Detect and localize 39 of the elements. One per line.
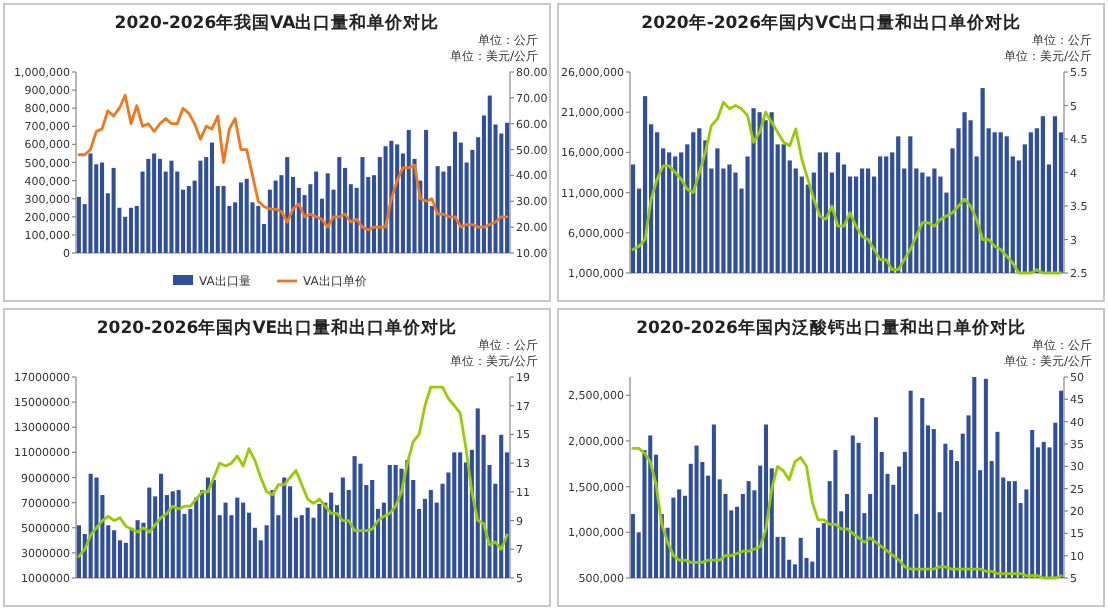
bar [273,180,278,253]
bar [169,160,174,253]
bar [406,129,411,253]
chart-title: 2020-2026年国内VE出口量和出口单价对比 [96,317,458,339]
bar [337,157,342,253]
bar [152,153,157,253]
bar [487,95,492,253]
bar [383,146,388,253]
line-series [77,93,509,232]
bar [221,186,226,253]
bar [441,171,446,253]
bar [244,178,249,253]
bar [256,205,261,253]
chart-title: 2020-2026年国内泛酸钙出口量和出口单价对比 [636,317,1026,339]
bar [186,186,191,253]
bar [435,166,440,253]
bar [267,189,272,253]
bar [146,158,151,253]
bar [88,153,93,253]
bar [325,173,330,253]
bar [505,122,510,253]
bar [285,157,290,253]
bar [198,160,203,253]
bar [100,162,105,253]
bar [360,157,365,253]
bar [157,158,162,253]
chart-title: 2020年-2026年国内VC出口量和出口单价对比 [641,12,1021,34]
bar [395,144,400,253]
line-series [77,385,509,558]
bar [111,167,116,253]
bar [209,142,215,253]
chart-title: 2020-2026年我国VA出口量和单价对比 [114,12,440,34]
bar [128,207,133,253]
bar [238,182,243,253]
bar [76,196,81,253]
bar [314,171,319,253]
bar [424,129,429,253]
bar [453,131,458,253]
bar [123,216,128,253]
